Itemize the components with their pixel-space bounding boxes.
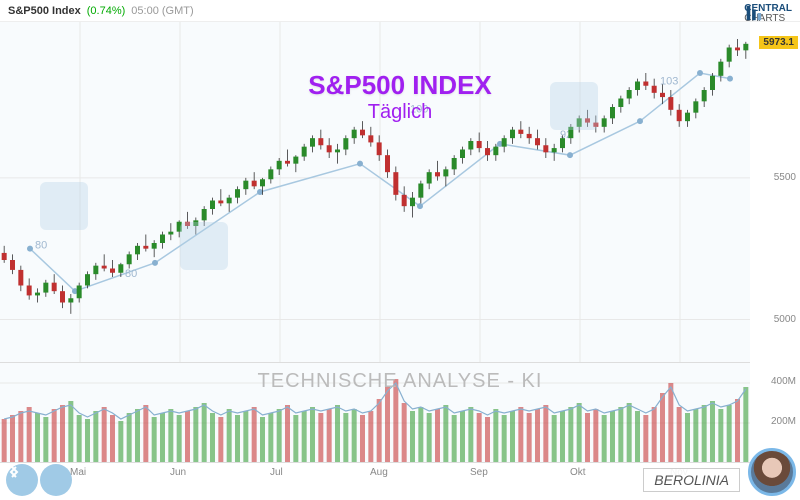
svg-text:80: 80 bbox=[35, 240, 47, 252]
timestamp: 05:00 (GMT) bbox=[131, 5, 193, 17]
nav-buttons bbox=[6, 464, 72, 496]
price-y-axis: 50005500 bbox=[750, 22, 800, 362]
instrument-name: S&P500 Index bbox=[8, 5, 81, 17]
source-badge: BEROLINIA bbox=[643, 468, 740, 492]
chart-header: S&P500 Index (0.74%) 05:00 (GMT) bbox=[0, 0, 800, 22]
watermark-compass-icon bbox=[550, 82, 598, 130]
change-pct: (0.74%) bbox=[87, 5, 126, 17]
watermark-arrow-icon bbox=[180, 222, 228, 270]
svg-text:80: 80 bbox=[125, 268, 137, 280]
presenter-avatar[interactable] bbox=[748, 448, 796, 496]
chart-title: S&P500 INDEX Täglich bbox=[308, 70, 492, 124]
nav-next-button[interactable] bbox=[40, 464, 72, 496]
volume-title: TECHNISCHE ANALYSE - KI bbox=[258, 370, 543, 393]
volume-y-axis: 200M400M bbox=[750, 362, 800, 462]
provider-logo[interactable]: CENTRALCHARTS bbox=[744, 4, 792, 24]
current-price-tag: 5973.1 bbox=[759, 36, 798, 49]
logo-icon bbox=[744, 4, 762, 22]
title-sub: Täglich bbox=[308, 101, 492, 124]
watermark-icon bbox=[40, 182, 88, 230]
title-main: S&P500 INDEX bbox=[308, 70, 492, 101]
x-axis: MaiJunJulAugSepOktNov bbox=[0, 462, 750, 500]
